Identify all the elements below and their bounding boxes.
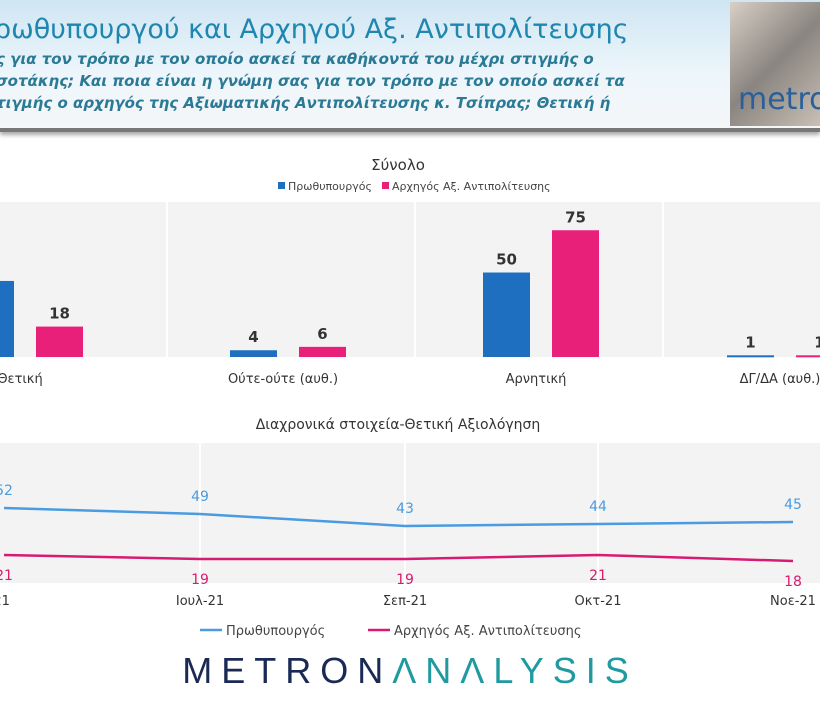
data-label: 52 xyxy=(0,483,13,499)
data-label: 49 xyxy=(191,489,209,505)
legend-label: Αρχηγός Αξ. Αντιπολίτευσης xyxy=(392,180,551,193)
bar xyxy=(552,230,599,357)
data-label: 50 xyxy=(496,251,517,269)
data-label: 45 xyxy=(0,259,1,277)
legend-label: Πρωθυπουργός xyxy=(288,180,372,193)
bar xyxy=(230,350,277,357)
data-label: 45 xyxy=(784,497,802,513)
metron-logo-image: metro xyxy=(730,2,820,126)
legend-label: Πρωθυπουργός xyxy=(226,624,325,639)
data-label: 1 xyxy=(814,333,820,351)
question-line: τιγμής ο αρχηγός της Αξιωματικής Αντιπολ… xyxy=(0,94,611,112)
question-line: σοτάκης; Και ποια είναι η γνώμη σας για … xyxy=(0,72,625,90)
data-label: 6 xyxy=(317,325,327,343)
category-label: ΔΓ/ΔΑ (αυθ.) xyxy=(740,372,820,387)
legend-swatch xyxy=(382,182,389,189)
page-title: ρωθυπουργού και Αρχηγού Αξ. Αντιπολίτευσ… xyxy=(0,14,629,45)
header-banner: ρωθυπουργού και Αρχηγού Αξ. Αντιπολίτευσ… xyxy=(0,0,820,132)
category-label: Ιουλ-21 xyxy=(176,594,224,609)
chart-title: Διαχρονικά στοιχεία-Θετική Αξιολόγηση xyxy=(256,417,541,433)
series-line xyxy=(3,506,794,528)
bar xyxy=(36,326,83,357)
data-label: 43 xyxy=(396,501,414,517)
bar xyxy=(0,280,14,357)
plot-area xyxy=(0,202,820,357)
category-label: Ούτε-ούτε (αυθ.) xyxy=(228,372,338,387)
data-label: 1 xyxy=(745,333,755,351)
category-label: Ιουν-21 xyxy=(0,594,10,609)
category-label: Οκτ-21 xyxy=(575,594,622,609)
metron-analysis-logo: METRONΛNΛLYSIS xyxy=(0,650,820,692)
data-label: 19 xyxy=(191,572,209,588)
brand-analysis: ΛNΛLYSIS xyxy=(392,650,638,691)
legend-label: Αρχηγός Αξ. Αντιπολίτευσης xyxy=(394,624,581,639)
category-label: Θετική xyxy=(0,372,43,387)
chart-title: Σύνολο xyxy=(371,156,425,174)
bar xyxy=(796,355,820,358)
category-label: Σεπ-21 xyxy=(383,594,427,609)
legend-swatch xyxy=(278,182,285,189)
category-label: Νοε-21 xyxy=(770,594,816,609)
bar-chart: Σύνολο Πρωθυπουργός Αρχηγός Αξ. Αντιπολίτε… xyxy=(0,156,820,387)
logo-text: metro xyxy=(738,82,820,117)
bar xyxy=(483,272,530,357)
brand-metron: METRON xyxy=(182,650,393,691)
data-label: 44 xyxy=(589,499,607,515)
question-line: ς για τον τρόπο με τον οποίο ασκεί τα κα… xyxy=(0,50,594,68)
data-label: 19 xyxy=(396,572,414,588)
bar xyxy=(727,355,774,358)
bar xyxy=(299,346,346,357)
data-label: 21 xyxy=(0,568,13,584)
series-line xyxy=(3,553,794,563)
data-label: 18 xyxy=(784,574,802,590)
category-label: Αρνητική xyxy=(506,372,567,387)
data-label: 75 xyxy=(565,208,586,226)
data-label: 21 xyxy=(589,568,607,584)
data-label: 18 xyxy=(49,305,70,323)
line-chart: Διαχρονικά στοιχεία-Θετική Αξιολόγηση 52 4… xyxy=(0,417,820,639)
data-label: 4 xyxy=(248,328,258,346)
